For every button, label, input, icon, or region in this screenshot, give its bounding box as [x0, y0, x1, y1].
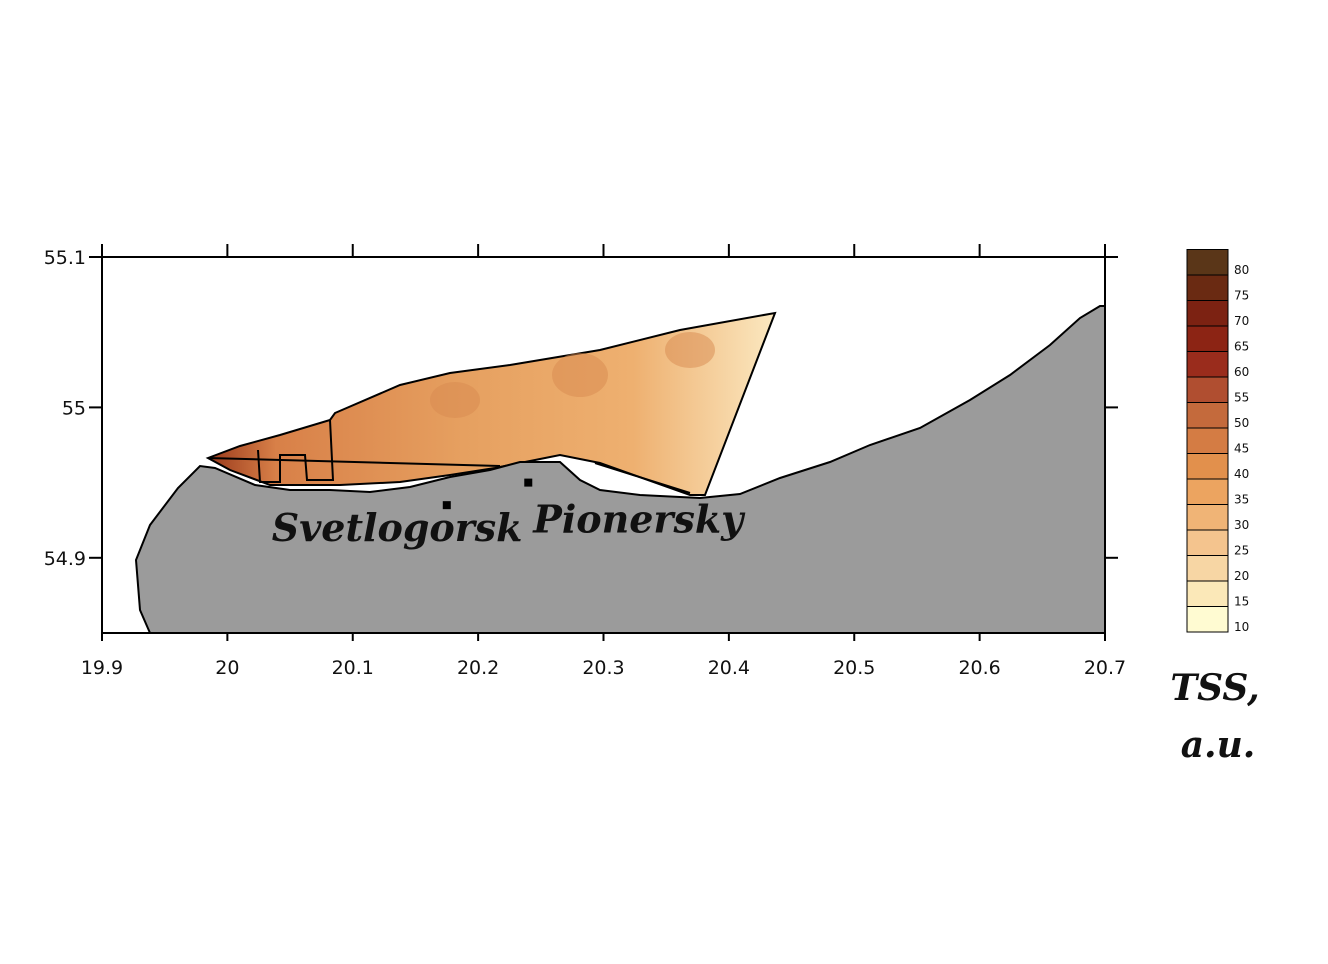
- colorbar-label: 80: [1234, 263, 1249, 277]
- colorbar-box: [1186, 504, 1229, 531]
- colorbar-box: [1186, 580, 1229, 607]
- x-tick-label: 20.2: [457, 657, 499, 679]
- colorbar-label: 60: [1234, 365, 1249, 379]
- colorbar-box: [1186, 376, 1229, 403]
- x-tick-label: 20.6: [958, 657, 1000, 679]
- x-tick-label: 20.7: [1084, 657, 1126, 679]
- colorbar-box: [1186, 351, 1229, 378]
- x-tick-label: 20.3: [582, 657, 624, 679]
- y-tick-label: 54.9: [44, 548, 86, 570]
- tss-blob: [552, 353, 608, 397]
- track: [594, 462, 691, 494]
- colorbar-label: 15: [1234, 595, 1249, 609]
- tss-blob: [665, 332, 715, 368]
- colorbar-box: [1186, 478, 1229, 505]
- colorbar-label: 75: [1234, 289, 1249, 303]
- place-label: Pionersky: [532, 497, 746, 542]
- colorbar-title: a.u.: [1181, 724, 1256, 766]
- colorbar-label: 35: [1234, 493, 1249, 507]
- colorbar-box: [1186, 300, 1229, 327]
- colorbar-label: 65: [1234, 340, 1249, 354]
- colorbar-box: [1186, 453, 1229, 480]
- colorbar-label: 50: [1234, 416, 1249, 430]
- town-marker: [442, 501, 451, 510]
- colorbar-box: [1186, 274, 1229, 301]
- x-tick-label: 19.9: [81, 657, 123, 679]
- colorbar-box: [1186, 427, 1229, 454]
- track: [257, 419, 335, 483]
- colorbar-box: [1186, 606, 1229, 633]
- track: [207, 457, 501, 467]
- y-tick-label: 55.1: [44, 247, 86, 269]
- colorbar-label: 70: [1234, 314, 1249, 328]
- colorbar-title: TSS,: [1170, 667, 1259, 709]
- land: [134, 305, 1106, 634]
- x-tick-label: 20: [215, 657, 239, 679]
- colorbar-box: [1186, 529, 1229, 556]
- colorbar-box: [1186, 325, 1229, 352]
- colorbar-label: 10: [1234, 620, 1249, 634]
- colorbar-label: 30: [1234, 518, 1249, 532]
- colorbar-label: 45: [1234, 442, 1249, 456]
- colorbar-box: [1186, 402, 1229, 429]
- colorbar-box: [1186, 249, 1229, 276]
- x-tick-label: 20.1: [332, 657, 374, 679]
- tss-blob: [430, 382, 480, 418]
- colorbar-label: 20: [1234, 569, 1249, 583]
- colorbar-label: 55: [1234, 391, 1249, 405]
- colorbar-label: 40: [1234, 467, 1249, 481]
- colorbar-label: 25: [1234, 544, 1249, 558]
- y-tick-label: 55: [62, 397, 86, 419]
- x-tick-label: 20.5: [833, 657, 875, 679]
- colorbar-box: [1186, 555, 1229, 582]
- survey-area: [205, 311, 777, 496]
- place-label: Svetlogorsk: [272, 505, 523, 550]
- x-tick-label: 20.4: [708, 657, 750, 679]
- town-marker: [524, 478, 533, 487]
